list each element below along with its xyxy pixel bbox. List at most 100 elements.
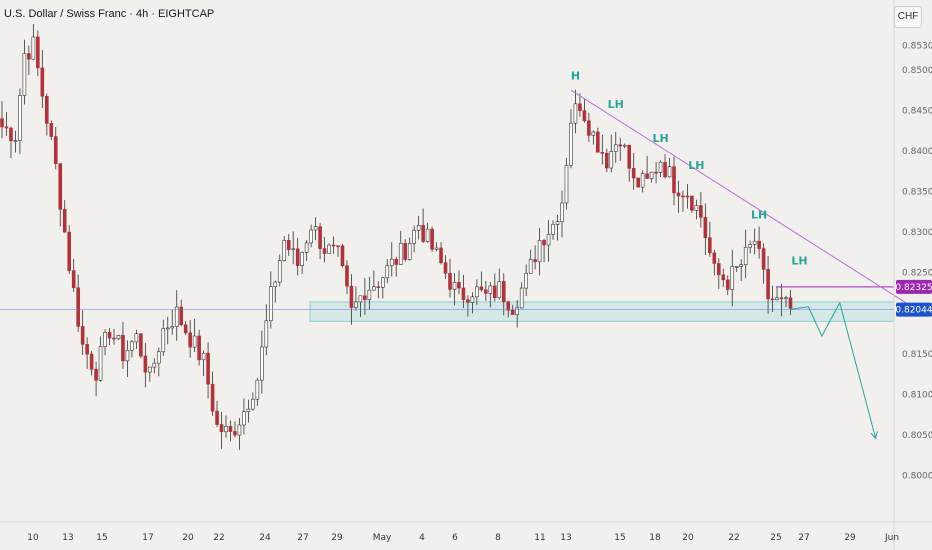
candle-up: [452, 281, 457, 290]
candle-up: [130, 341, 134, 351]
currency-button[interactable]: CHF: [894, 6, 922, 28]
candle-up: [546, 234, 551, 246]
candle-down: [479, 286, 484, 291]
candle-up: [174, 306, 179, 327]
candle-down: [36, 36, 40, 69]
candle-up: [277, 260, 282, 283]
candle-up: [237, 424, 242, 436]
candle-down: [340, 245, 345, 267]
candle-down: [663, 162, 667, 178]
candle-down: [600, 151, 605, 154]
candle-down: [62, 209, 67, 233]
candle-down: [363, 295, 367, 301]
date-tick-label: 8: [495, 533, 501, 543]
candle-up: [380, 277, 385, 288]
candle-up: [354, 301, 358, 308]
candle-up: [667, 166, 672, 178]
candle-down: [685, 195, 690, 198]
candle-up: [300, 252, 304, 267]
candle-down: [40, 67, 45, 97]
candle-down: [443, 262, 448, 274]
candle-up: [622, 144, 627, 147]
candle-up: [649, 171, 654, 179]
date-tick-label: 13: [560, 533, 571, 543]
candle-up: [260, 346, 264, 381]
candle-up: [497, 281, 502, 299]
date-tick-label: 10: [27, 533, 39, 543]
candle-down: [439, 247, 443, 263]
candle-down: [345, 265, 349, 287]
candle-down: [618, 144, 623, 147]
candle-up: [425, 228, 430, 242]
candle-up: [537, 240, 542, 263]
date-tick-label: 27: [798, 533, 809, 543]
candle-down: [49, 123, 54, 137]
candle-up: [165, 327, 170, 330]
lower-high-label: LH: [751, 208, 767, 221]
candle-up: [416, 225, 421, 231]
candle-down: [681, 195, 685, 198]
candle-up: [519, 287, 524, 309]
candle-down: [645, 173, 649, 179]
candle-down: [484, 289, 488, 294]
candle-up: [564, 164, 569, 204]
candle-down: [121, 335, 125, 362]
candle-up: [161, 328, 166, 353]
candle-down: [699, 205, 703, 218]
candle-down: [587, 120, 591, 136]
candle-up: [734, 266, 739, 268]
candle-up: [784, 297, 788, 300]
candle-down: [788, 297, 793, 309]
candle-up: [291, 248, 296, 251]
candle-down: [286, 240, 291, 251]
candle-down: [506, 301, 511, 311]
candle-down: [197, 335, 201, 361]
candle-down: [107, 332, 112, 339]
resistance-price-tag: 0.82325: [895, 283, 932, 293]
date-tick-label: 17: [142, 533, 153, 543]
candle-up: [569, 122, 573, 166]
candle-up: [748, 244, 752, 248]
candle-up: [18, 95, 22, 141]
candle-down: [206, 352, 210, 385]
candle-down: [94, 368, 98, 381]
price-tick-label: 0.80000: [902, 471, 932, 481]
date-tick-label: 15: [614, 533, 625, 543]
candle-down: [27, 53, 31, 60]
projection-arrowhead: [870, 431, 878, 440]
candle-down: [725, 279, 730, 290]
candle-down: [627, 144, 632, 169]
lower-high-label: LH: [791, 255, 807, 268]
plot-background: [0, 0, 894, 522]
candle-down: [708, 237, 712, 254]
candle-down: [318, 226, 322, 249]
candle-down: [492, 285, 497, 299]
candle-up: [613, 144, 618, 152]
candle-up: [152, 362, 157, 368]
resistance-price-tag-bg: [896, 279, 932, 294]
candle-up: [246, 408, 251, 413]
candle-up: [475, 286, 479, 298]
candle-up: [752, 240, 757, 245]
candle-up: [730, 266, 735, 290]
candle-up: [125, 349, 130, 362]
candle-up: [148, 366, 152, 373]
candle-down: [578, 103, 582, 111]
candle-up: [31, 36, 36, 60]
candle-down: [690, 195, 694, 211]
candle-up: [528, 259, 533, 274]
candle-down: [430, 228, 434, 250]
candle-down: [179, 306, 183, 326]
current-price-tag: 0.82044: [895, 306, 932, 316]
candle-up: [640, 173, 645, 188]
candle-up: [412, 229, 416, 244]
candle-up: [13, 140, 18, 142]
candle-up: [524, 272, 528, 289]
candle-down: [582, 110, 587, 122]
candle-down: [9, 127, 13, 142]
candle-down: [376, 286, 381, 289]
